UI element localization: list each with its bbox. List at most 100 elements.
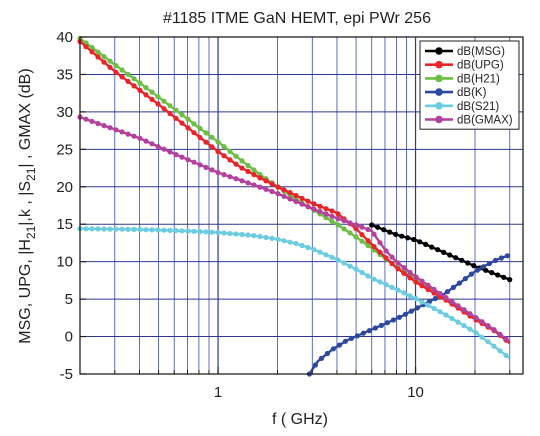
data-point: [471, 263, 477, 269]
data-point: [221, 172, 227, 178]
data-point: [336, 342, 342, 348]
data-point: [215, 139, 221, 145]
data-point: [95, 120, 101, 127]
data-point: [365, 273, 371, 279]
data-point: [341, 260, 347, 266]
data-point: [239, 165, 245, 171]
data-point: [387, 229, 393, 235]
data-point: [395, 260, 401, 266]
data-point: [462, 276, 468, 282]
data-point: [197, 134, 203, 141]
data-point: [411, 236, 417, 243]
data-point: [257, 175, 263, 181]
y-label-part-2: |,k , |S: [17, 181, 34, 226]
data-point: [143, 227, 149, 233]
data-point: [377, 249, 383, 255]
data-point: [393, 231, 399, 237]
data-point: [449, 299, 455, 305]
data-point: [480, 264, 486, 270]
data-point: [215, 169, 221, 176]
data-point: [497, 348, 503, 354]
tick-marks: [80, 36, 511, 375]
data-point: [389, 284, 395, 290]
data-point: [419, 299, 425, 305]
data-point: [185, 116, 191, 122]
data-point: [503, 352, 509, 358]
data-point: [437, 309, 443, 315]
data-point: [221, 153, 227, 159]
y-tick-label: 10: [56, 254, 73, 271]
data-point: [155, 227, 161, 233]
data-point: [348, 335, 354, 341]
data-point: [257, 233, 263, 240]
data-point: [209, 229, 215, 235]
data-point: [407, 269, 413, 275]
data-point: [227, 174, 233, 180]
data-point: [269, 181, 275, 187]
data-point: [437, 290, 443, 297]
y-tick-label: 30: [56, 104, 73, 121]
data-point: [353, 226, 359, 232]
data-point: [209, 167, 215, 173]
data-point: [281, 193, 287, 199]
data-point: [191, 130, 197, 136]
data-point: [366, 328, 372, 334]
data-point: [456, 280, 462, 286]
data-point: [143, 138, 149, 144]
data-point: [498, 255, 504, 261]
data-point: [312, 362, 318, 368]
y-tick-label: -5: [60, 366, 73, 383]
data-point: [191, 159, 197, 165]
y-tick-label: 40: [56, 29, 73, 46]
data-point: [431, 286, 437, 292]
data-point: [399, 233, 405, 239]
data-point: [167, 227, 173, 233]
data-point: [335, 222, 341, 228]
data-point: [203, 229, 209, 235]
data-point: [107, 125, 113, 131]
data-point: [395, 266, 401, 272]
data-point: [173, 115, 179, 121]
data-point: [323, 211, 329, 217]
data-point: [486, 260, 492, 267]
series-db-msg: [369, 222, 513, 283]
data-point: [305, 198, 311, 204]
y-tick-label: 25: [56, 141, 73, 158]
data-point: [305, 204, 311, 210]
data-point: [179, 120, 185, 126]
data-point: [359, 269, 365, 276]
data-point: [119, 129, 125, 135]
data-point: [215, 148, 221, 155]
data-point: [467, 311, 473, 317]
data-point: [501, 274, 507, 280]
data-point: [215, 229, 221, 236]
data-point: [149, 141, 155, 147]
x-tick-label: 10: [407, 384, 424, 401]
data-point: [167, 149, 173, 155]
data-point: [113, 63, 119, 69]
data-point: [161, 146, 167, 152]
data-point: [119, 74, 125, 80]
data-point: [383, 255, 389, 261]
data-point: [245, 162, 251, 169]
data-point: [227, 157, 233, 163]
data-point: [372, 325, 378, 331]
data-point: [431, 305, 437, 311]
data-point: [354, 333, 360, 339]
data-point: [125, 71, 131, 77]
data-point: [485, 339, 491, 345]
data-point: [491, 343, 497, 349]
data-point: [161, 227, 167, 233]
data-point: [317, 249, 323, 255]
data-point: [323, 206, 329, 212]
data-point: [233, 153, 239, 159]
data-point: [89, 44, 95, 51]
data-point: [137, 135, 143, 141]
data-point: [341, 218, 347, 224]
data-point: [342, 338, 348, 344]
data-point: [263, 178, 269, 184]
data-point: [353, 222, 359, 228]
legend-label-db-gmax: dB(GMAX): [457, 115, 513, 127]
data-point: [377, 279, 383, 285]
data-point: [293, 240, 299, 247]
